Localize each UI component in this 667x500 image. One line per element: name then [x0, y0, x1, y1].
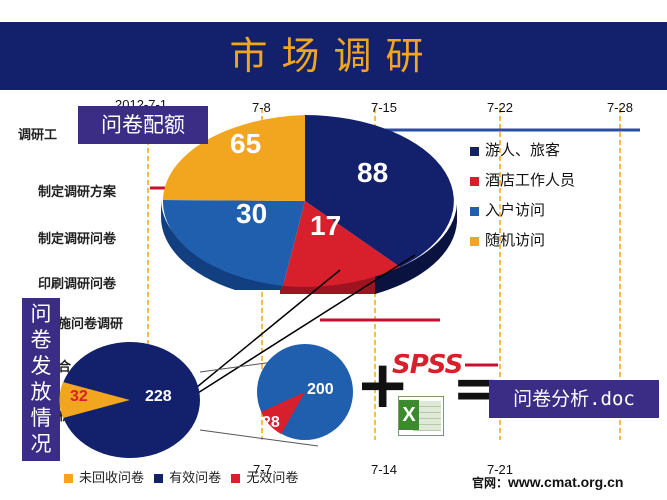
excel-icon: X [398, 396, 444, 436]
row-label-work: 调研工 [18, 128, 58, 143]
row-label-questionnaire: 制定调研问卷 [38, 232, 117, 247]
date-label: 7-22 [487, 100, 514, 115]
quota-label: 问卷配额 [78, 106, 208, 144]
row-label-print: 印刷调研问卷 [38, 277, 117, 292]
result-label: 问卷分析.doc [489, 380, 659, 418]
legend-swatch [470, 236, 479, 246]
legend-label: 游人、旅客 [485, 141, 561, 159]
date-label: 7-15 [371, 100, 398, 115]
legend-label: 酒店工作人员 [485, 171, 576, 189]
legend-label: 随机访问 [485, 231, 546, 249]
row-label-plan: 制定调研方案 [38, 185, 117, 200]
legend-swatch [470, 176, 479, 186]
spss-logo: SPSS [392, 350, 463, 380]
legend-item: 入户访问 [470, 199, 575, 229]
legend-label: 有效问卷 [169, 471, 222, 486]
pie-value-valid: 228 [145, 388, 172, 405]
pie-slice-orange [163, 115, 305, 201]
side-label-char: 发 [30, 354, 52, 378]
date-label: 7-14 [371, 462, 398, 477]
pie-value-valid: 200 [307, 381, 334, 398]
side-label-char: 问 [30, 302, 52, 326]
legend-swatch [470, 146, 479, 156]
distribution-pie-chart [59, 342, 200, 458]
row-label-partial: 合 [58, 360, 72, 375]
side-label-char: 放 [30, 380, 52, 404]
quota-pie-chart [160, 115, 457, 294]
legend-item: 酒店工作人员 [470, 169, 575, 199]
legend-label: 入户访问 [485, 201, 546, 219]
legend-item: 游人、旅客 [470, 139, 575, 169]
pie-legend: 游人、旅客 酒店工作人员 入户访问 随机访问 [470, 139, 575, 259]
legend-swatch [64, 474, 73, 483]
pie-value-unreturned: 32 [70, 388, 88, 405]
legend-label: 无效问卷 [246, 471, 299, 486]
website-link[interactable]: www.cmat.org.cn [508, 474, 624, 490]
pie-slice-navy [305, 115, 454, 267]
legend-swatch [231, 474, 241, 483]
row-label-implement: 施问卷调研 [58, 317, 124, 332]
valid-pie-chart [257, 344, 353, 440]
pie-slice-invalid [261, 392, 305, 434]
website-footer: 官网：www.cmat.org.cn [472, 474, 623, 491]
date-label: 7-8 [252, 100, 271, 115]
pie-value-red: 17 [310, 210, 342, 241]
pie-value-navy: 88 [357, 157, 389, 188]
title-bar [0, 22, 667, 90]
side-label-char: 卷 [30, 328, 52, 352]
legend-swatch [154, 474, 164, 483]
pie-side-navy [375, 204, 457, 294]
bottom-legend: 未回收问卷 有效问卷 无效问卷 [64, 467, 298, 486]
legend-swatch [470, 206, 479, 216]
legend-item: 随机访问 [470, 229, 575, 259]
pie-value-invalid: 28 [262, 414, 280, 431]
excel-x-mark: X [399, 400, 419, 430]
website-label: 官网： [472, 476, 509, 490]
page-title: 市场调研 [229, 34, 438, 78]
pie-slice-red [283, 201, 400, 287]
distribution-side-label: 问 卷 发 放 情 况 [22, 298, 60, 461]
date-label: 7-28 [607, 100, 634, 115]
legend-label: 未回收问卷 [79, 471, 145, 486]
pie-slice-blue [162, 200, 305, 286]
equals-sign: = [452, 354, 501, 422]
side-label-char: 况 [30, 432, 52, 456]
date-label: 7-21 [487, 462, 514, 477]
side-label-char: 情 [30, 406, 52, 430]
pie-slice-unreturned [59, 382, 130, 418]
date-label: 7-7 [253, 462, 272, 477]
pie-value-orange: 65 [230, 128, 262, 159]
pie-value-blue: 30 [236, 198, 268, 229]
